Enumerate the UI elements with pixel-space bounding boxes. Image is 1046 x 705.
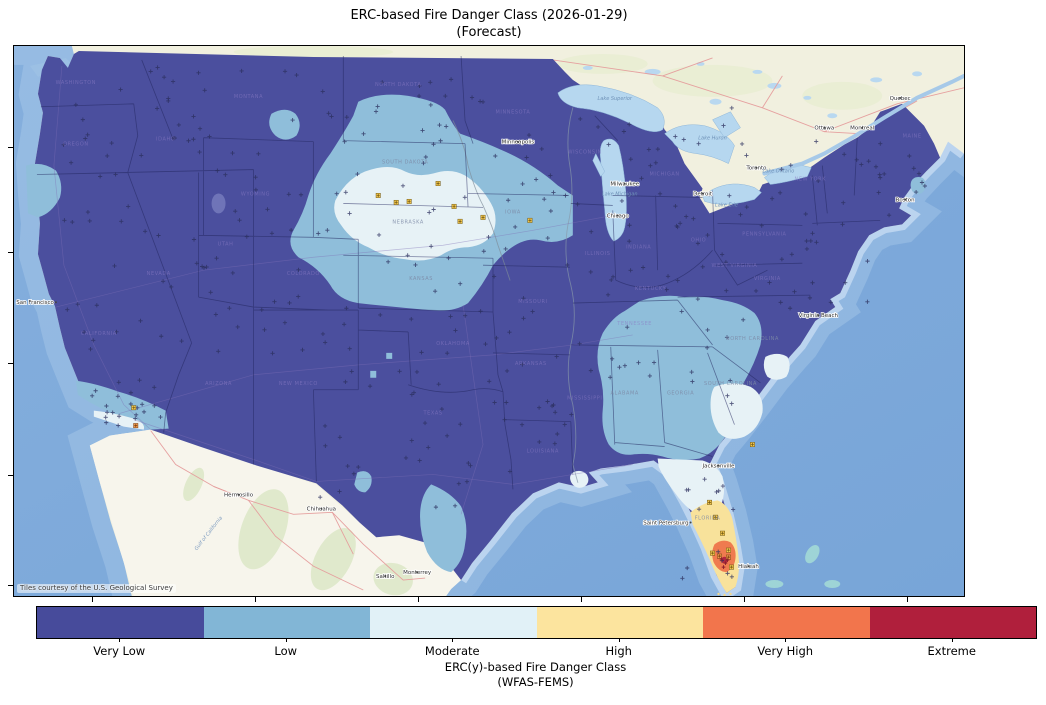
- map-title-line2: (Forecast): [456, 25, 522, 40]
- svg-text:WASHINGTON: WASHINGTON: [56, 80, 96, 86]
- svg-text:IDAHO: IDAHO: [156, 137, 175, 143]
- svg-text:NORTH CAROLINA: NORTH CAROLINA: [726, 336, 779, 342]
- st-lawrence-river: [762, 73, 964, 176]
- svg-text:OKLAHOMA: OKLAHOMA: [436, 341, 470, 347]
- svg-text:Lake Michigan: Lake Michigan: [602, 191, 638, 197]
- svg-text:Lake Superior: Lake Superior: [598, 96, 633, 102]
- svg-text:CALIFORNIA: CALIFORNIA: [81, 331, 117, 337]
- bahamas-banks: [765, 545, 841, 589]
- svg-text:TEXAS: TEXAS: [423, 411, 443, 417]
- legend-label: Extreme: [927, 644, 976, 658]
- svg-text:MINNESOTA: MINNESOTA: [496, 110, 531, 116]
- svg-text:WYOMING: WYOMING: [241, 191, 270, 197]
- svg-text:ALABAMA: ALABAMA: [611, 391, 639, 397]
- danger-moderate-regions: [93, 166, 790, 517]
- legend-segment-very-high: [703, 607, 870, 638]
- legend-label: Very High: [757, 644, 814, 658]
- station-markers: [61, 65, 927, 581]
- legend-segment-high: [536, 607, 703, 638]
- svg-text:MISSISSIPPI: MISSISSIPPI: [567, 396, 602, 402]
- svg-text:KANSAS: KANSAS: [409, 276, 433, 282]
- legend-colorbar: [36, 606, 1037, 639]
- state-borders: [36, 55, 881, 490]
- great-salt-lake: [211, 193, 226, 214]
- svg-text:IOWA: IOWA: [505, 209, 521, 215]
- svg-text:NEW YORK: NEW YORK: [795, 177, 827, 183]
- florida-keys: [717, 592, 732, 596]
- georgian-bay: [712, 111, 741, 139]
- lake-erie: [702, 183, 762, 205]
- svg-text:SOUTH DAKOTA: SOUTH DAKOTA: [382, 160, 428, 166]
- svg-text:NEVADA: NEVADA: [147, 271, 171, 277]
- legend-label: Very Low: [93, 644, 146, 658]
- fire-danger-map: WASHINGTON OREGON IDAHO MONTANA WYOMING NEVAD…: [14, 46, 964, 596]
- svg-text:INDIANA: INDIANA: [626, 244, 651, 250]
- svg-text:Saint Petersburg: Saint Petersburg: [643, 520, 688, 526]
- svg-text:NORTH DAKOTA: NORTH DAKOTA: [375, 82, 421, 88]
- svg-text:MICHIGAN: MICHIGAN: [650, 172, 680, 178]
- great-lakes: [557, 84, 812, 242]
- svg-text:MONTANA: MONTANA: [234, 94, 263, 100]
- canada-terrain: [233, 46, 883, 110]
- legend-segment-low: [203, 607, 370, 638]
- svg-text:SOUTH CAROLINA: SOUTH CAROLINA: [704, 381, 757, 387]
- svg-text:GEORGIA: GEORGIA: [667, 391, 694, 397]
- svg-text:OHIO: OHIO: [691, 237, 706, 243]
- svg-text:San Francisco: San Francisco: [16, 300, 54, 306]
- svg-text:MAINE: MAINE: [903, 134, 922, 140]
- svg-text:PENNSYLVANIA: PENNSYLVANIA: [742, 231, 786, 237]
- map-title-line1: ERC-based Fire Danger Class (2026-01-29): [350, 8, 628, 23]
- lake-huron: [664, 124, 735, 164]
- us-danger-very-low: [34, 50, 941, 594]
- tiles-attribution: Tiles courtesy of the U.S. Geological Su…: [17, 584, 176, 593]
- svg-text:NEBRASKA: NEBRASKA: [392, 219, 423, 225]
- svg-text:VIRGINIA: VIRGINIA: [754, 276, 781, 282]
- high-danger-station-markers: [131, 181, 755, 570]
- svg-text:OREGON: OREGON: [63, 142, 89, 148]
- map-text-labels: WASHINGTON OREGON IDAHO MONTANA WYOMING NEVAD…: [16, 80, 922, 581]
- svg-text:ARIZONA: ARIZONA: [205, 381, 232, 387]
- svg-text:ARKANSAS: ARKANSAS: [515, 361, 547, 367]
- svg-text:FLORIDA: FLORIDA: [695, 515, 721, 521]
- legend-segment-very-low: [37, 607, 204, 638]
- legend-segment-moderate: [370, 607, 537, 638]
- legend-labels: Very Low Low Moderate High Very High Extreme: [36, 644, 1035, 658]
- legend-label: High: [605, 644, 632, 658]
- canada-mexico-roads: [150, 57, 964, 591]
- mississippi-river: [565, 107, 579, 483]
- svg-text:UTAH: UTAH: [218, 241, 234, 247]
- svg-text:NEW MEXICO: NEW MEXICO: [279, 381, 318, 387]
- legend-caption-line1: ERC(y)-based Fire Danger Class: [444, 660, 627, 674]
- svg-text:TENNESSEE: TENNESSEE: [616, 321, 652, 327]
- svg-text:MISSOURI: MISSOURI: [518, 299, 547, 305]
- svg-text:WEST VIRGINIA: WEST VIRGINIA: [712, 263, 758, 269]
- svg-text:LOUISIANA: LOUISIANA: [527, 449, 559, 455]
- map-title: ERC-based Fire Danger Class (2026-01-29)…: [13, 7, 965, 41]
- canada-lakes: [582, 61, 923, 119]
- svg-text:Lake Huron: Lake Huron: [698, 136, 726, 142]
- svg-text:WISCONSIN: WISCONSIN: [568, 150, 602, 156]
- legend-label: Moderate: [424, 644, 480, 658]
- svg-text:KENTUCKY: KENTUCKY: [635, 286, 667, 292]
- legend-label: Low: [274, 644, 298, 658]
- svg-text:ILLINOIS: ILLINOIS: [585, 251, 611, 257]
- legend-caption-line2: (WFAS-FEMS): [497, 675, 574, 689]
- legend-segment-extreme: [869, 607, 1036, 638]
- green-bay: [592, 153, 606, 177]
- svg-text:COLORADO: COLORADO: [287, 271, 320, 277]
- svg-text:Lake Ontario: Lake Ontario: [762, 169, 794, 175]
- map-canvas: WASHINGTON OREGON IDAHO MONTANA WYOMING NEVAD…: [13, 45, 965, 597]
- svg-text:Lake Erie: Lake Erie: [715, 202, 738, 208]
- lake-superior: [557, 84, 665, 132]
